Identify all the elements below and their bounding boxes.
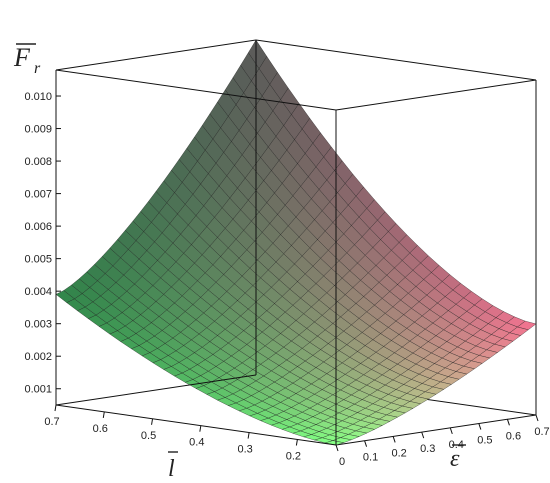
- x-tick-mark: [247, 432, 250, 439]
- z-tick-label: 0.006: [24, 221, 52, 233]
- box-edge-front-bottom: [55, 404, 337, 446]
- y-axis-label-text: ε: [450, 446, 460, 472]
- y-tick-label: 0.7: [534, 426, 549, 438]
- y-axis-label: ε: [450, 444, 466, 472]
- box-edge-top-right: [335, 79, 537, 111]
- x-tick-label: 0.7: [44, 416, 59, 428]
- y-tick-label: 0.3: [420, 443, 435, 455]
- x-axis-label-text: l: [168, 456, 175, 482]
- z-axis-label-sub: r: [34, 60, 41, 77]
- z-tick-label: 0.004: [24, 286, 52, 298]
- box-edge-top-left: [55, 39, 257, 71]
- y-tick-mark: [421, 431, 425, 439]
- x-tick-label: 0.3: [237, 444, 252, 456]
- x-tick-mark: [295, 439, 298, 446]
- x-tick-label: 0.2: [286, 450, 301, 462]
- y-tick-label: 0.6: [506, 430, 521, 442]
- z-tick-label: 0.008: [24, 156, 52, 168]
- y-tick-label: 0.5: [477, 435, 492, 447]
- x-tick-mark: [102, 411, 105, 418]
- box-edge-left-bottom: [55, 374, 257, 406]
- surface-mesh: [55, 39, 537, 446]
- bounding-box-front: [55, 39, 537, 446]
- box-edge-right-bottom: [335, 414, 537, 446]
- z-axis-label: F r: [13, 43, 41, 77]
- y-tick-mark: [449, 427, 453, 435]
- x-tick-label: 0.5: [141, 430, 156, 442]
- z-tick-label: 0.007: [24, 189, 52, 201]
- axis-ticks: 0.001 0.002 0.003 0.004 0.005 0.006 0.007 0.008…: [24, 91, 549, 468]
- z-tick-label: 0.010: [24, 91, 52, 103]
- x-tick-mark: [199, 425, 202, 432]
- y-tick-mark: [535, 414, 539, 422]
- z-tick-label: 0.003: [24, 319, 52, 331]
- x-tick-mark: [151, 418, 154, 425]
- y-tick-label: 0: [339, 456, 345, 468]
- y-tick-label: 0.2: [391, 447, 406, 459]
- x-tick-label: 0.6: [93, 423, 108, 435]
- y-tick-mark: [364, 440, 368, 447]
- z-tick-label: 0.009: [24, 124, 52, 136]
- z-tick-label: 0.002: [24, 351, 52, 363]
- x-tick-mark: [54, 404, 57, 412]
- y-tick-label: 0.1: [363, 452, 378, 464]
- x-axis-label: l: [168, 451, 178, 482]
- y-tick-mark: [392, 436, 396, 443]
- box-edge-top-front: [55, 69, 337, 111]
- box-edge-top-back: [255, 39, 537, 81]
- y-tick-mark: [506, 419, 510, 426]
- z-axis-label-text: F: [13, 43, 31, 72]
- y-tick-mark: [478, 423, 482, 430]
- z-tick-label: 0.001: [24, 384, 52, 396]
- y-tick-mark: [335, 444, 339, 452]
- z-tick-label: 0.005: [24, 254, 52, 266]
- x-tick-label: 0.4: [189, 437, 204, 449]
